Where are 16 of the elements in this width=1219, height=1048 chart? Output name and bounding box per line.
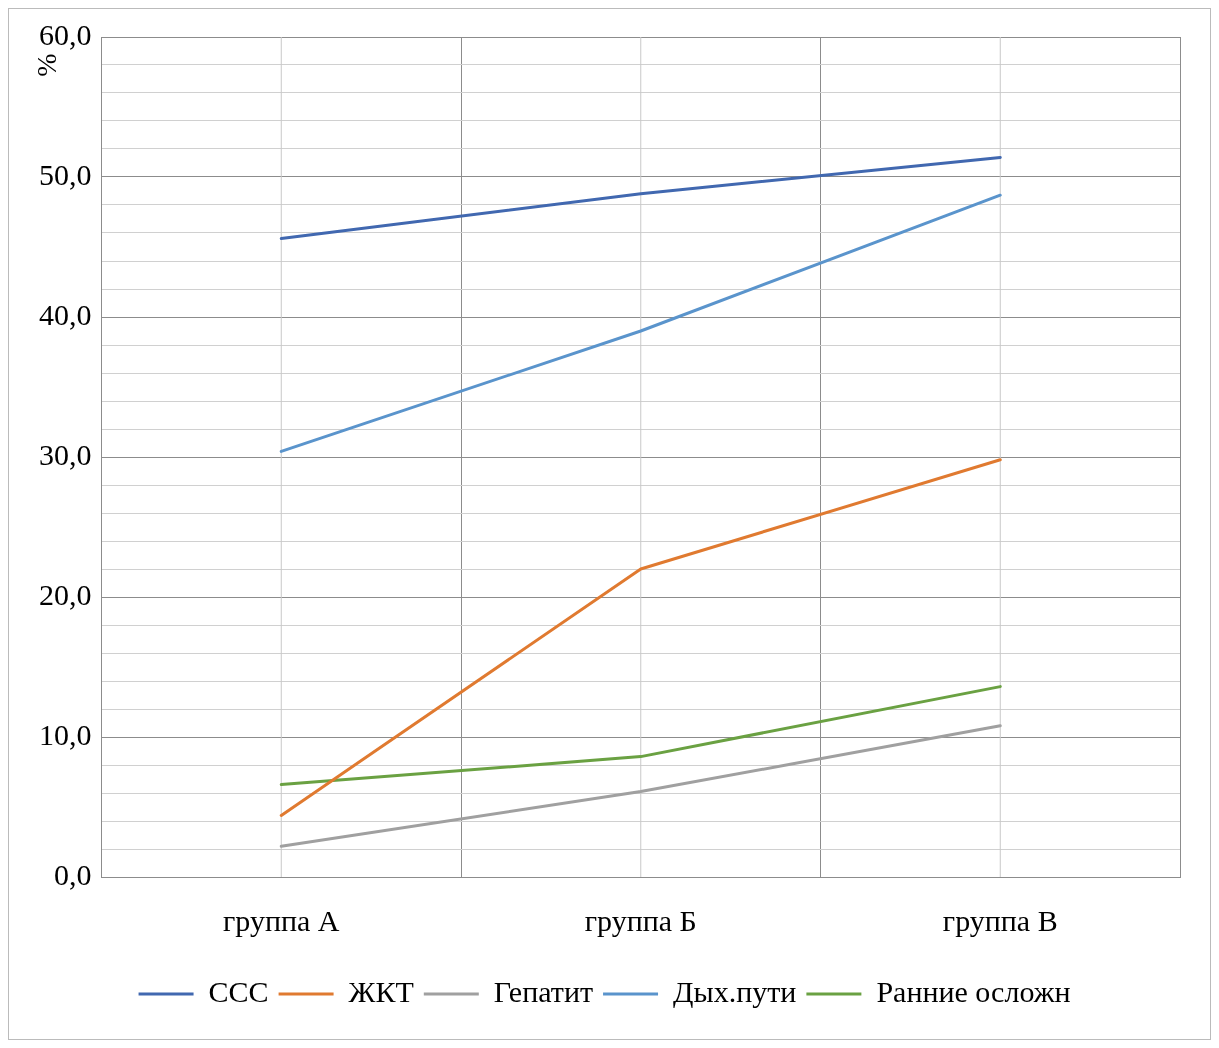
x-tick-label: группа В [942,903,1058,937]
legend-label: Дых.пути [673,974,797,1008]
legend-label: Гепатит [493,974,594,1008]
y-tick-label: 30,0 [39,437,92,471]
legend-label: Ранние осложн [876,974,1071,1008]
legend-label: ССС [208,974,269,1008]
y-tick-label: 40,0 [39,297,92,331]
legend-label: ЖКТ [348,974,414,1008]
x-tick-label: группа Б [584,903,697,937]
y-tick-label: 50,0 [39,157,92,191]
y-tick-label: 20,0 [39,577,92,611]
y-axis-title: % [31,53,63,77]
y-tick-label: 10,0 [39,717,92,751]
y-tick-label: 0,0 [54,857,92,891]
x-tick-label: группа А [223,903,340,937]
y-tick-label: 60,0 [39,17,92,51]
